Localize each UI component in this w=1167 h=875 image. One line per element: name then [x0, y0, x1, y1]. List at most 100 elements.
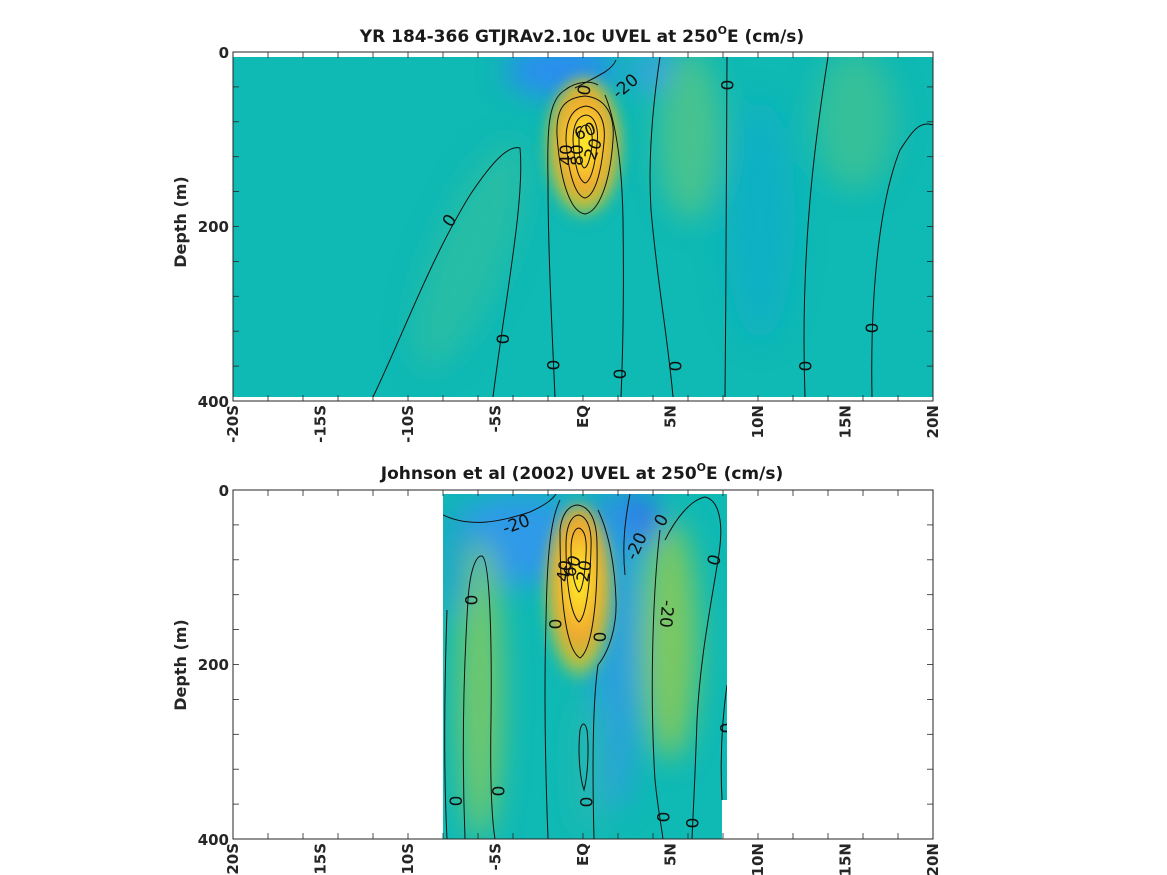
x-tick-label: EQ — [574, 843, 592, 866]
top-contour-0-south — [372, 147, 522, 397]
bottom-ytick-label: 400 — [198, 831, 229, 849]
top-clabel: 0 — [494, 334, 514, 345]
x-tick-label: -20S — [224, 405, 242, 443]
bottom-ylabel: Depth (m) — [171, 619, 190, 711]
top-contours — [372, 57, 933, 397]
bottom-tongue-deep — [574, 695, 606, 835]
bottom-clabel: 0 — [591, 632, 611, 643]
bottom-clabel: 40 — [553, 559, 576, 584]
bottom-ytick-label: 0 — [219, 482, 229, 500]
top-panel: YR 184-366 GTJRAv2.10c UVEL at 250OE (cm… — [171, 24, 942, 443]
top-ytick-label: 200 — [198, 218, 229, 236]
top-contour-0-eq-west — [547, 81, 599, 397]
top-title-tail: E (cm/s) — [727, 27, 804, 47]
bottom-clabel: 0 — [681, 818, 701, 829]
bottom-contour-0-8n — [720, 684, 727, 801]
top-clabel: 0 — [664, 361, 684, 372]
bottom-contour-neg20-east — [623, 494, 631, 576]
bottom-xtick-labels: -20S -15S -10S -5S EQ 5N 10N 15N 20N — [224, 843, 942, 875]
x-tick-label: 20N — [924, 405, 942, 438]
bottom-contour-20 — [559, 504, 598, 659]
top-heatmap: 0 -20 0 40 80 60 20 0 0 0 0 0 0 0 — [233, 57, 933, 397]
bottom-clabel: 0 — [715, 723, 735, 734]
top-contour-0-8n — [724, 57, 728, 397]
x-tick-label: 5N — [662, 405, 680, 428]
top-contour-neg20 — [574, 59, 617, 89]
top-title-sup: O — [718, 24, 727, 37]
x-tick-label: -5S — [487, 843, 505, 870]
bottom-contour-0-6n — [664, 496, 722, 839]
bottom-contour-0-west — [444, 609, 448, 839]
bottom-westward-west — [443, 500, 471, 620]
bottom-panel: Johnson et al (2002) UVEL at 250OE (cm/s… — [171, 461, 942, 875]
bottom-contour-60 — [570, 527, 587, 593]
top-clabel: 0 — [716, 80, 736, 91]
top-tick-marks — [232, 51, 934, 402]
bottom-title-sup: O — [697, 461, 706, 474]
x-tick-label: 20N — [924, 843, 942, 875]
top-xtick-labels: -20S -15S -10S -5S EQ 5N 10N 15N 20N — [224, 405, 942, 443]
x-tick-label: 15N — [837, 843, 855, 875]
x-tick-label: -5S — [487, 405, 505, 432]
bottom-undercurrent-core — [545, 505, 613, 695]
x-tick-label: 10N — [749, 843, 767, 875]
bottom-ytick-label: 200 — [198, 656, 229, 674]
top-contour-40 — [565, 105, 605, 199]
bottom-contour-40 — [565, 514, 592, 623]
bottom-title-main: Johnson et al (2002) UVEL at 250 — [380, 464, 697, 484]
x-tick-label: -10S — [399, 843, 417, 875]
top-contour-20 — [556, 95, 614, 215]
bottom-clabel: 0 — [460, 595, 480, 606]
top-westward-band — [725, 100, 795, 340]
bottom-clabel: -20 — [655, 599, 677, 628]
bottom-contour-0-eq-west — [544, 499, 561, 839]
top-ytick-label: 400 — [198, 393, 229, 411]
top-contour-60 — [572, 114, 598, 184]
bottom-contour-labels: -20 -20 0 0 0 40 60 20 0 0 -20 0 0 0 0 0… — [447, 511, 735, 829]
top-panel-title: YR 184-366 GTJRAv2.10c UVEL at 250OE (cm… — [359, 24, 804, 47]
top-ytick-label: 0 — [219, 44, 229, 62]
top-ylabel: Depth (m) — [171, 176, 190, 268]
top-clabel: 40 — [557, 144, 577, 166]
top-tongue-north — [658, 57, 722, 220]
bottom-heatmap: -20 -20 0 0 0 40 60 20 0 0 -20 0 0 0 0 0… — [443, 494, 735, 839]
x-tick-label: 5N — [662, 843, 680, 866]
top-clabel: 0 — [611, 369, 631, 380]
bottom-tongue-north — [642, 520, 698, 760]
bottom-clabel: 0 — [575, 797, 595, 808]
top-contour-0-5n — [649, 57, 674, 397]
bottom-clabel: 0 — [487, 786, 507, 797]
top-clabel: 0 — [794, 361, 814, 372]
bottom-clabel: 0 — [544, 619, 564, 630]
bottom-contours — [443, 494, 727, 839]
bottom-tick-marks — [232, 489, 934, 840]
x-tick-label: -10S — [399, 405, 417, 443]
top-clabel: 0 — [542, 360, 562, 371]
x-tick-label: -15S — [312, 405, 330, 443]
bottom-data-gap — [722, 800, 728, 840]
x-tick-label: EQ — [574, 405, 592, 428]
top-tongue-south — [414, 142, 526, 368]
bottom-clabel: 0 — [447, 796, 467, 807]
bottom-contour-0-south — [462, 555, 496, 839]
bottom-contour-0-deep — [578, 723, 589, 792]
x-tick-label: 10N — [749, 405, 767, 438]
x-tick-label: -15S — [312, 843, 330, 875]
x-tick-label: -20S — [224, 843, 242, 875]
top-contour-0-12n — [803, 57, 829, 397]
top-contour-0-eq-east — [604, 94, 624, 397]
bottom-clabel: 0 — [704, 552, 726, 568]
bottom-clabel: 20 — [573, 559, 596, 584]
bottom-title-tail: E (cm/s) — [706, 464, 783, 484]
bottom-contour-0-eq-east — [592, 509, 617, 839]
top-title-main: YR 184-366 GTJRAv2.10c UVEL at 250 — [359, 27, 718, 47]
bottom-contour-0-5n — [651, 529, 664, 839]
bottom-clabel: 0 — [652, 812, 672, 823]
top-clabel: 0 — [863, 323, 883, 334]
top-clabel: 80 — [568, 144, 588, 166]
top-tongue-far-north — [815, 57, 895, 190]
x-tick-label: 15N — [837, 405, 855, 438]
top-contour-0-17n — [871, 123, 933, 397]
top-clabel: 0 — [574, 83, 596, 97]
